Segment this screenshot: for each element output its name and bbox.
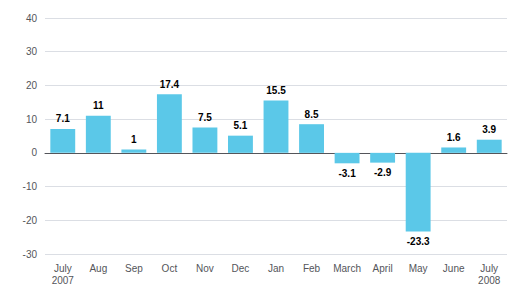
svg-text:-23.3: -23.3	[407, 236, 430, 247]
svg-text:March: March	[333, 263, 361, 274]
svg-text:2007: 2007	[52, 275, 75, 286]
svg-text:7.1: 7.1	[56, 113, 70, 124]
svg-text:15.5: 15.5	[266, 85, 286, 96]
svg-text:5.1: 5.1	[234, 120, 248, 131]
svg-text:30: 30	[26, 46, 38, 57]
svg-text:July: July	[480, 263, 498, 274]
svg-text:3.9: 3.9	[482, 124, 496, 135]
svg-text:July: July	[54, 263, 72, 274]
svg-text:-3.1: -3.1	[338, 168, 356, 179]
svg-text:10: 10	[26, 114, 38, 125]
svg-text:17.4: 17.4	[160, 79, 180, 90]
svg-text:40: 40	[26, 13, 38, 24]
svg-text:Jan: Jan	[268, 263, 284, 274]
svg-text:11: 11	[93, 100, 104, 111]
svg-text:1: 1	[131, 134, 137, 145]
svg-text:2008: 2008	[478, 275, 501, 286]
svg-text:7.5: 7.5	[198, 112, 212, 123]
svg-text:-10: -10	[23, 181, 38, 192]
svg-text:0: 0	[31, 147, 37, 158]
svg-text:8.5: 8.5	[305, 109, 319, 120]
svg-text:20: 20	[26, 80, 38, 91]
svg-text:Oct: Oct	[162, 263, 178, 274]
svg-text:Dec: Dec	[232, 263, 250, 274]
svg-text:Nov: Nov	[196, 263, 214, 274]
svg-text:Sep: Sep	[125, 263, 143, 274]
svg-text:-30: -30	[23, 249, 38, 260]
svg-text:April: April	[373, 263, 393, 274]
svg-text:1.6: 1.6	[447, 132, 461, 143]
svg-text:June: June	[443, 263, 465, 274]
svg-text:May: May	[409, 263, 428, 274]
svg-text:-20: -20	[23, 215, 38, 226]
svg-text:-2.9: -2.9	[374, 167, 392, 178]
svg-text:Aug: Aug	[89, 263, 107, 274]
svg-text:Feb: Feb	[303, 263, 321, 274]
